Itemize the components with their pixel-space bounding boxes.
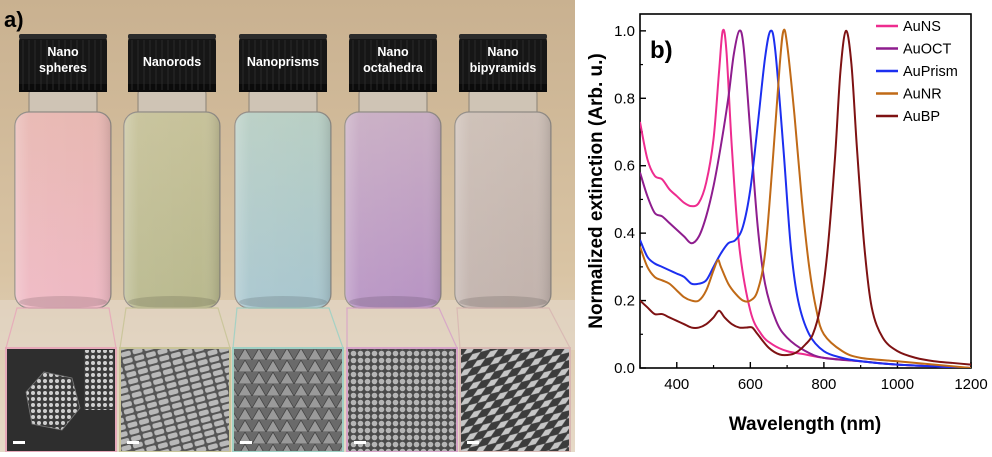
vial-cap xyxy=(459,34,547,92)
vial-cap xyxy=(19,34,107,92)
legend-label-auoct: AuOCT xyxy=(903,42,951,58)
vial-2: Nanorods xyxy=(123,34,221,309)
vial-label-line1: Nano xyxy=(487,45,519,59)
vial-label-line1: Nanoprisms xyxy=(247,55,319,69)
vial-cap xyxy=(239,34,327,92)
x-tick-label: 600 xyxy=(738,376,763,393)
legend: AuNS AuOCT AuPrism AuNR AuBP xyxy=(876,19,958,125)
panel-label-a: a) xyxy=(4,7,24,32)
x-tick-label: 800 xyxy=(811,376,836,393)
vials-layer: Nano spheres Nanorods Nanoprisms Nano octahed… xyxy=(14,34,552,309)
y-tick-label: 0.8 xyxy=(614,90,635,107)
y-tick-label: 0.6 xyxy=(614,158,635,175)
x-axis-label: Wavelength (nm) xyxy=(729,414,881,435)
vial-label-line2: octahedra xyxy=(363,61,424,75)
photo-panel: Nano spheres Nanorods Nanoprisms Nano octahed… xyxy=(0,0,575,452)
sem-image-spheres xyxy=(5,347,117,452)
scale-bar xyxy=(13,441,25,444)
vial-1: Nano spheres xyxy=(14,34,112,309)
legend-label-auns: AuNS xyxy=(903,19,941,35)
legend-label-aubp: AuBP xyxy=(903,109,940,125)
series-layer xyxy=(640,28,971,368)
vial-label-line1: Nano xyxy=(47,45,79,59)
chart-panel: 400 600 800 1000 1200 0.0 0.2 0.4 0.6 0.8 1.0 AuNS… xyxy=(578,0,992,452)
vial-4: Nano octahedra xyxy=(344,34,442,309)
vial-cap xyxy=(349,34,437,92)
vial-label-line2: spheres xyxy=(39,61,87,75)
sem-image-rods xyxy=(119,347,231,452)
vial-label-line2: bipyramids xyxy=(470,61,537,75)
series-line-auprism xyxy=(640,29,971,368)
series-line-auoct xyxy=(640,29,971,368)
y-tick-label: 0.2 xyxy=(614,293,635,310)
x-tick-label: 400 xyxy=(664,376,689,393)
x-tick-label: 1000 xyxy=(881,376,914,393)
vial-cap xyxy=(128,34,216,92)
x-tick-label: 1200 xyxy=(954,376,987,393)
series-line-aubp xyxy=(640,29,971,366)
y-tick-label: 0.4 xyxy=(614,225,635,242)
plot-frame xyxy=(639,13,972,369)
y-tick-label: 0.0 xyxy=(614,360,635,377)
scale-bar xyxy=(240,441,252,444)
legend-label-aunr: AuNR xyxy=(903,87,942,103)
series-line-aunr xyxy=(640,28,971,368)
sem-layer xyxy=(5,307,571,452)
scale-bar xyxy=(467,441,479,444)
sem-image-bipyramids xyxy=(459,347,571,452)
vial-3: Nanoprisms xyxy=(234,34,332,309)
panel-label-b: b) xyxy=(650,37,673,64)
sem-image-octahedra xyxy=(346,347,458,452)
vial-label-line1: Nanorods xyxy=(143,55,201,69)
ticks-layer: 400 600 800 1000 1200 0.0 0.2 0.4 0.6 0.8 1.0 xyxy=(614,23,988,393)
vial-5: Nano bipyramids xyxy=(454,34,552,309)
legend-label-auprism: AuPrism xyxy=(903,64,958,80)
y-axis-label: Normalized extinction (Arb. u.) xyxy=(586,53,607,329)
scale-bar xyxy=(127,441,139,444)
y-tick-label: 1.0 xyxy=(614,23,635,40)
sem-image-prisms xyxy=(232,347,344,452)
vial-label-line1: Nano xyxy=(377,45,409,59)
scale-bar xyxy=(354,441,366,444)
